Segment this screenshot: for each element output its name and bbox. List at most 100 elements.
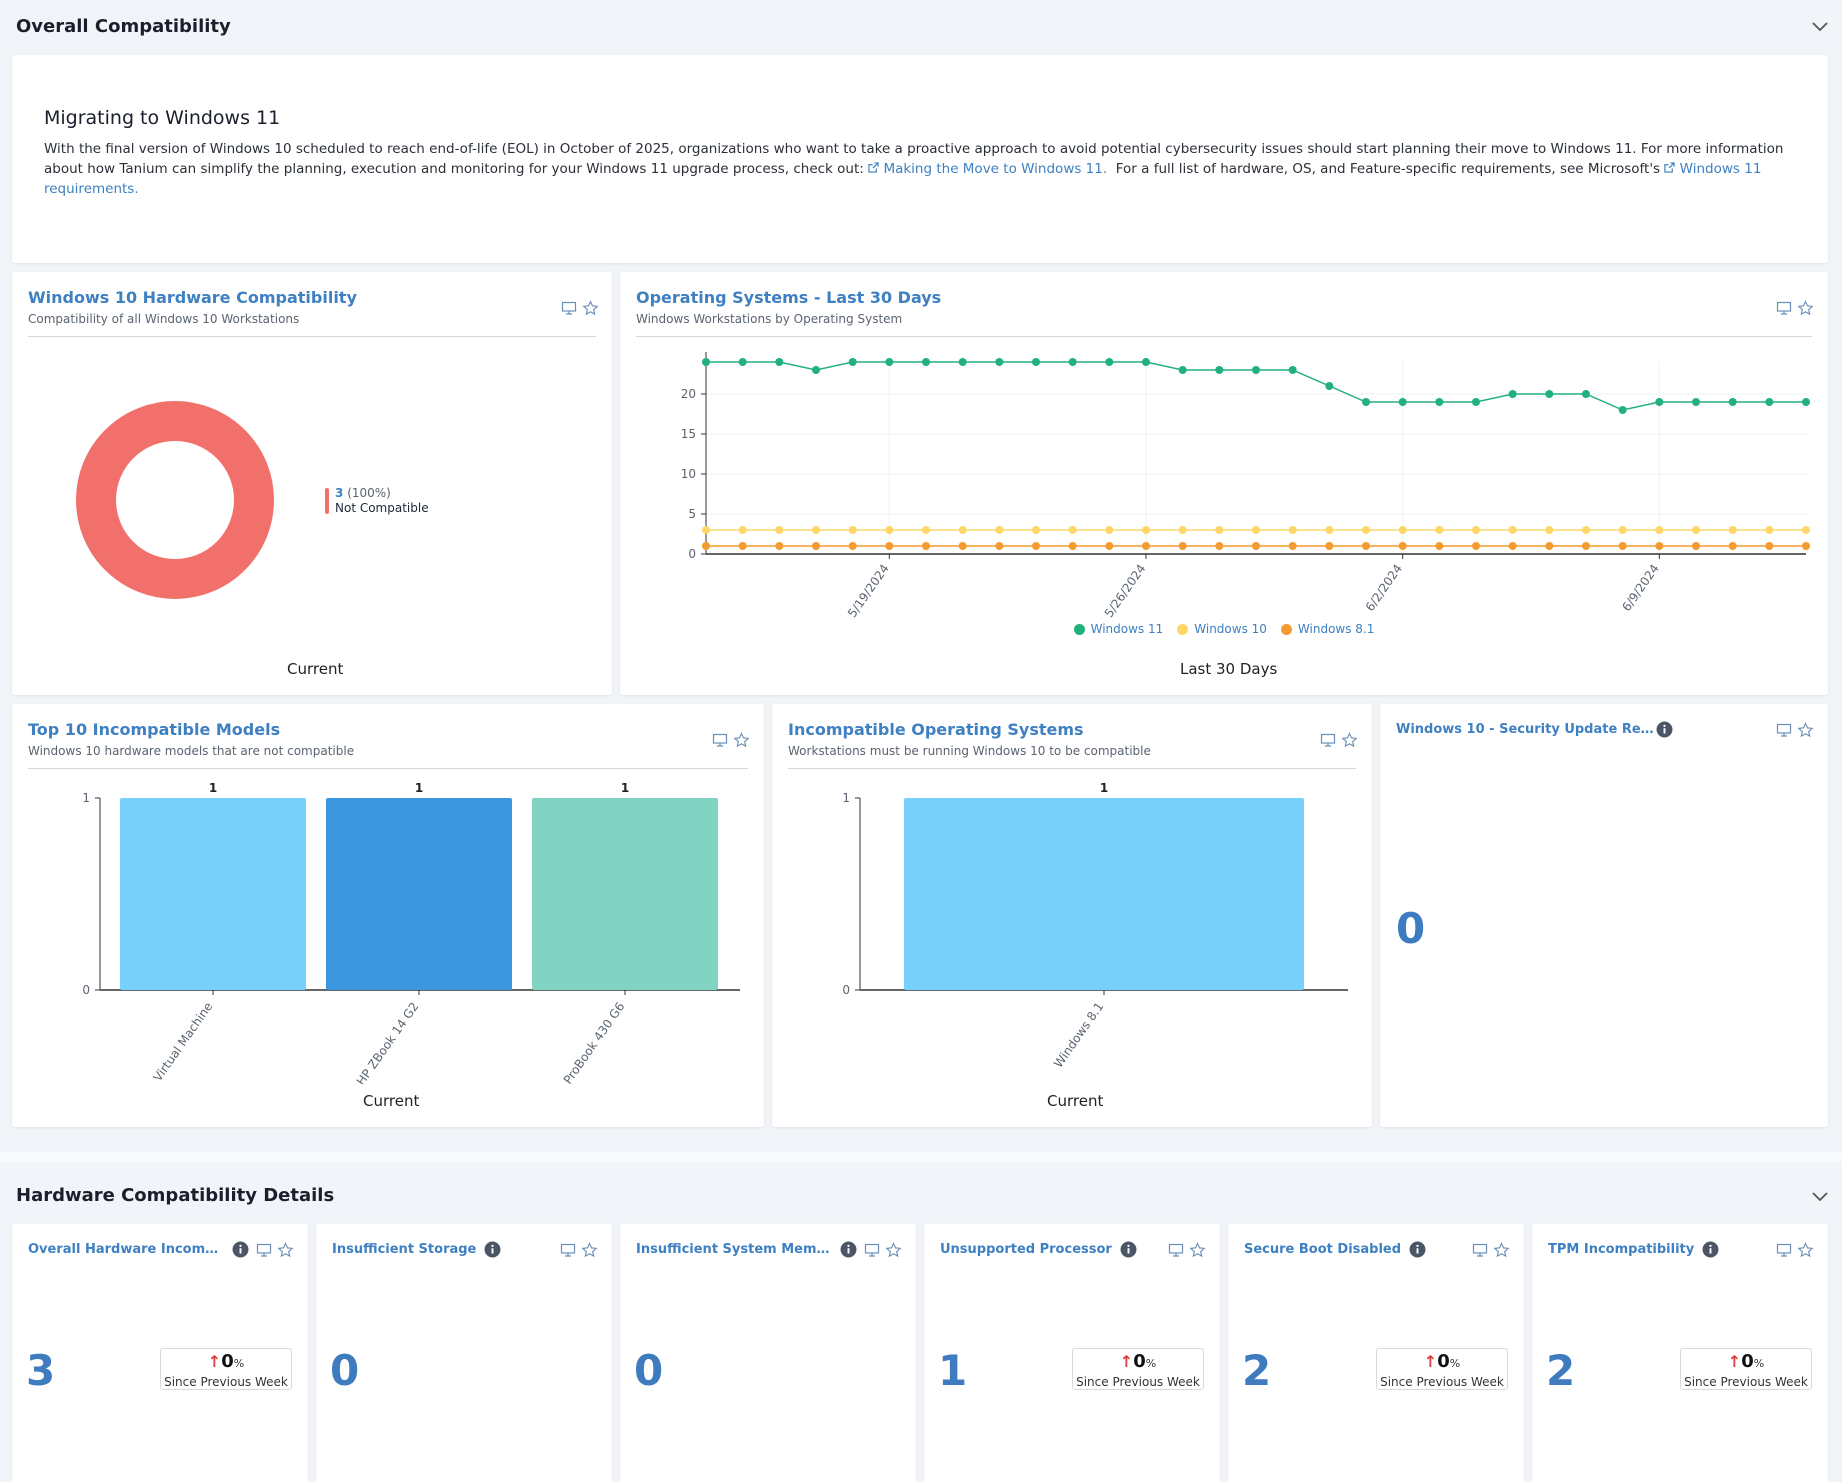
card-title[interactable]: Operating Systems - Last 30 Days: [636, 288, 942, 307]
data-point-windows-10[interactable]: [1288, 526, 1297, 534]
data-point-windows-8-1[interactable]: [1508, 542, 1517, 550]
legend-item[interactable]: Windows 10: [1177, 622, 1267, 636]
info-icon[interactable]: [1409, 1241, 1426, 1258]
data-point-windows-8-1[interactable]: [812, 542, 820, 550]
data-point-windows-8-1[interactable]: [1618, 542, 1627, 550]
data-point-windows-11[interactable]: [1142, 358, 1150, 366]
metric-value[interactable]: 0: [634, 1346, 664, 1395]
star-icon[interactable]: [1797, 1242, 1814, 1259]
data-point-windows-10[interactable]: [885, 526, 894, 534]
card-title[interactable]: Unsupported Processor: [940, 1242, 1112, 1257]
data-point-windows-11[interactable]: [1508, 390, 1517, 398]
bar[interactable]: [532, 798, 718, 990]
star-icon[interactable]: [581, 1242, 598, 1259]
star-icon[interactable]: [1797, 722, 1814, 739]
link-windows-11-requirements[interactable]: Windows 11 requirements.: [44, 161, 1762, 197]
data-point-windows-11[interactable]: [958, 358, 967, 366]
monitor-icon[interactable]: [1776, 1242, 1792, 1258]
data-point-windows-10[interactable]: [1728, 526, 1737, 534]
data-point-windows-10[interactable]: [1178, 526, 1187, 534]
data-point-windows-10[interactable]: [1362, 526, 1370, 534]
data-point-windows-8-1[interactable]: [1215, 542, 1224, 550]
metric-value[interactable]: 2: [1546, 1346, 1576, 1395]
data-point-windows-8-1[interactable]: [1142, 542, 1150, 550]
card-title[interactable]: Insufficient System Memory: [636, 1242, 832, 1257]
bar[interactable]: [904, 798, 1304, 990]
data-point-windows-11[interactable]: [1362, 398, 1370, 406]
data-point-windows-8-1[interactable]: [1545, 542, 1554, 550]
data-point-windows-11[interactable]: [1692, 398, 1700, 406]
info-icon[interactable]: [840, 1241, 857, 1258]
data-point-windows-10[interactable]: [1655, 526, 1664, 534]
bar[interactable]: [326, 798, 512, 990]
data-point-windows-11[interactable]: [1288, 366, 1297, 374]
data-point-windows-8-1[interactable]: [1582, 542, 1590, 550]
data-point-windows-8-1[interactable]: [1802, 542, 1810, 550]
data-point-windows-8-1[interactable]: [885, 542, 894, 550]
star-icon[interactable]: [1341, 732, 1358, 749]
data-point-windows-11[interactable]: [738, 358, 747, 366]
card-title[interactable]: TPM Incompatibility: [1548, 1242, 1695, 1257]
metric-value[interactable]: 0: [1396, 904, 1426, 953]
data-point-windows-8-1[interactable]: [848, 542, 857, 550]
data-point-windows-8-1[interactable]: [1435, 542, 1444, 550]
data-point-windows-11[interactable]: [1032, 358, 1040, 366]
data-point-windows-10[interactable]: [1435, 526, 1444, 534]
data-point-windows-11[interactable]: [995, 358, 1004, 366]
data-point-windows-11[interactable]: [1435, 398, 1444, 406]
data-point-windows-11[interactable]: [885, 358, 894, 366]
data-point-windows-10[interactable]: [1582, 526, 1590, 534]
monitor-icon[interactable]: [1320, 732, 1336, 748]
data-point-windows-10[interactable]: [1252, 526, 1260, 534]
bar[interactable]: [120, 798, 306, 990]
data-point-windows-11[interactable]: [702, 358, 710, 366]
data-point-windows-11[interactable]: [1068, 358, 1077, 366]
data-point-windows-8-1[interactable]: [775, 542, 784, 550]
metric-value[interactable]: 3: [26, 1346, 56, 1395]
card-title[interactable]: Overall Hardware Incompatib...: [28, 1242, 224, 1257]
data-point-windows-11[interactable]: [922, 358, 930, 366]
data-point-windows-8-1[interactable]: [1178, 542, 1187, 550]
data-point-windows-10[interactable]: [1068, 526, 1077, 534]
card-title[interactable]: Secure Boot Disabled: [1244, 1242, 1402, 1257]
star-icon[interactable]: [733, 732, 750, 749]
legend-item[interactable]: Windows 8.1: [1280, 622, 1374, 636]
data-point-windows-11[interactable]: [1215, 366, 1224, 374]
star-icon[interactable]: [1493, 1242, 1510, 1259]
card-title[interactable]: Windows 10 - Security Update Required: [1396, 722, 1656, 737]
info-icon[interactable]: [1120, 1241, 1137, 1258]
data-point-windows-8-1[interactable]: [995, 542, 1004, 550]
data-point-windows-10[interactable]: [1545, 526, 1554, 534]
data-point-windows-10[interactable]: [1618, 526, 1627, 534]
data-point-windows-8-1[interactable]: [738, 542, 747, 550]
monitor-icon[interactable]: [1168, 1242, 1184, 1258]
data-point-windows-8-1[interactable]: [1655, 542, 1664, 550]
star-icon[interactable]: [1797, 300, 1814, 317]
data-point-windows-8-1[interactable]: [1105, 542, 1114, 550]
data-point-windows-10[interactable]: [738, 526, 747, 534]
data-point-windows-8-1[interactable]: [1728, 542, 1737, 550]
data-point-windows-8-1[interactable]: [1032, 542, 1040, 550]
monitor-icon[interactable]: [1776, 300, 1792, 316]
data-point-windows-11[interactable]: [1472, 398, 1480, 406]
data-point-windows-8-1[interactable]: [1362, 542, 1370, 550]
legend-item[interactable]: Windows 11: [1073, 622, 1163, 636]
data-point-windows-10[interactable]: [1472, 526, 1480, 534]
data-point-windows-11[interactable]: [1655, 398, 1664, 406]
monitor-icon[interactable]: [561, 300, 577, 316]
data-point-windows-11[interactable]: [1398, 398, 1407, 406]
card-title[interactable]: Windows 10 Hardware Compatibility: [28, 288, 357, 307]
donut-slice-not-compatible[interactable]: [76, 401, 274, 599]
data-point-windows-11[interactable]: [775, 358, 784, 366]
data-point-windows-10[interactable]: [1692, 526, 1700, 534]
data-point-windows-11[interactable]: [1105, 358, 1114, 366]
data-point-windows-8-1[interactable]: [958, 542, 967, 550]
star-icon[interactable]: [1189, 1242, 1206, 1259]
metric-value[interactable]: 0: [330, 1346, 360, 1395]
data-point-windows-10[interactable]: [995, 526, 1004, 534]
monitor-icon[interactable]: [560, 1242, 576, 1258]
link-making-the-move[interactable]: Making the Move to Windows 11.: [868, 161, 1107, 177]
data-point-windows-10[interactable]: [922, 526, 930, 534]
metric-value[interactable]: 2: [1242, 1346, 1272, 1395]
card-title[interactable]: Incompatible Operating Systems: [788, 720, 1084, 739]
